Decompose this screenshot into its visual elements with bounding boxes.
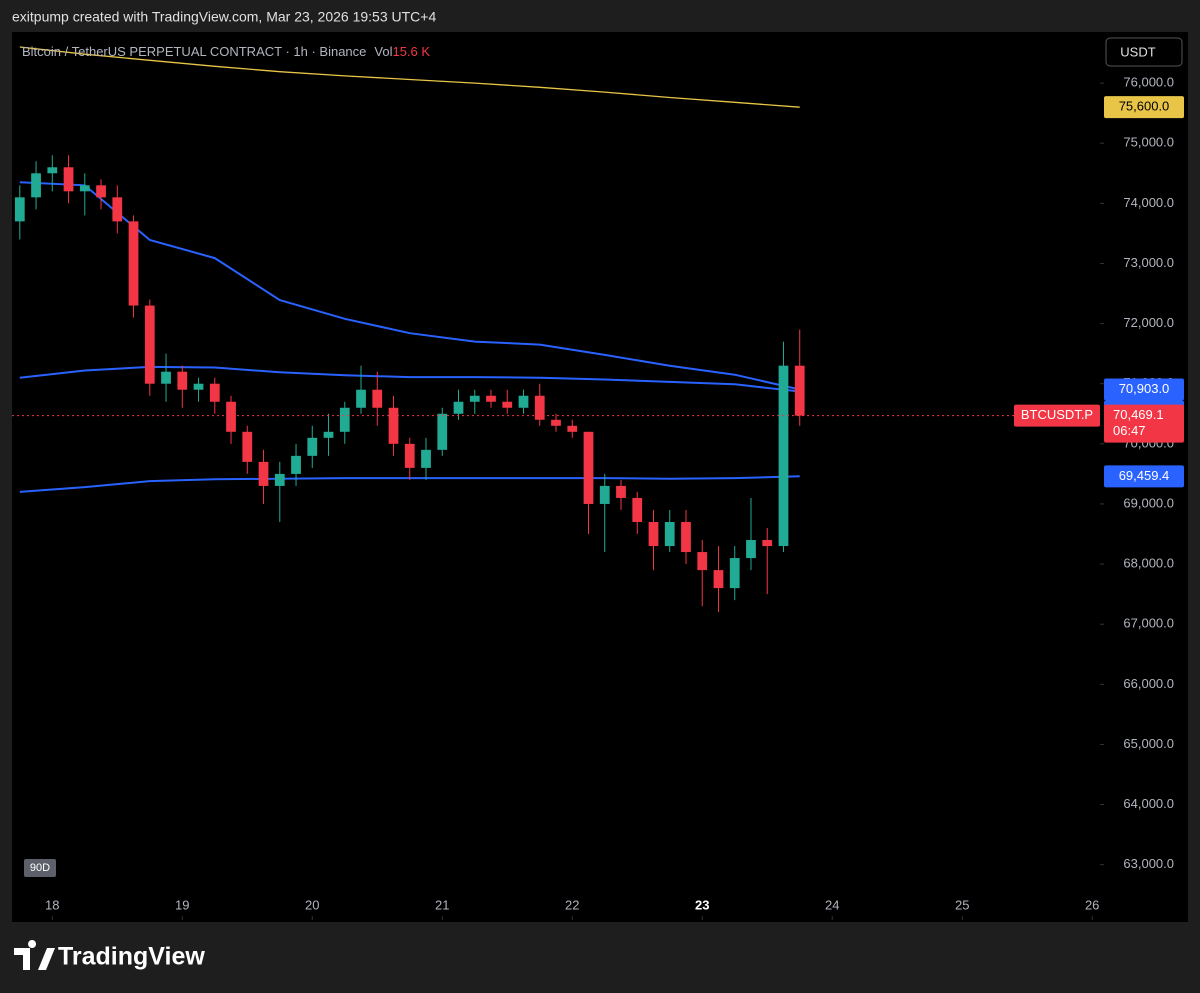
overlay-line [19, 46, 800, 108]
volume-label: Vol [374, 44, 392, 59]
candle-body [778, 365, 789, 547]
plot-layer [14, 46, 1104, 920]
last-price-label: 70,469.1 [1113, 407, 1164, 422]
candle-body [14, 197, 25, 222]
header-text: exitpump created with TradingView.com, M… [12, 9, 436, 25]
volume-value: 15.6 K [392, 44, 430, 59]
candle-body [746, 540, 756, 559]
candle-body [567, 425, 578, 432]
price-label: 75,600.0 [1119, 99, 1170, 114]
x-tick-label: 23 [695, 897, 709, 912]
candle-body [469, 395, 480, 402]
y-tick-label: 65,000.0 [1123, 736, 1174, 751]
logo-mark [14, 940, 55, 970]
y-tick-label: 64,000.0 [1123, 796, 1174, 811]
candle-body [323, 431, 334, 438]
candle-body [762, 540, 773, 547]
x-tick-label: 25 [955, 897, 969, 912]
candle-body [242, 431, 253, 462]
candle-body [486, 395, 496, 402]
price-label-box [1104, 96, 1184, 119]
candle-body [534, 395, 545, 420]
candle-body [632, 497, 643, 522]
symbol-title: Bitcoin / TetherUS PERPETUAL CONTRACT · … [22, 44, 366, 59]
x-tick-label: 21 [435, 897, 449, 912]
candle-body [583, 431, 594, 504]
candle-body [421, 449, 431, 468]
brand-logo: TradingView [14, 940, 205, 971]
candle-body [31, 173, 41, 198]
candle-body [177, 371, 188, 390]
candle-body [648, 521, 659, 547]
y-tick-label: 75,000.0 [1123, 135, 1174, 150]
candle-body [356, 389, 366, 408]
candle-body [274, 473, 285, 486]
y-tick-label: 68,000.0 [1123, 556, 1174, 571]
candle-body [79, 185, 90, 192]
brand-name: TradingView [58, 943, 205, 971]
price-label-box [1104, 465, 1184, 488]
candle-body [258, 461, 269, 486]
candle-body [729, 558, 740, 589]
candle-body [437, 413, 448, 450]
candle-body [599, 485, 610, 504]
candle-body [291, 455, 301, 474]
countdown: 06:47 [1113, 423, 1146, 438]
currency-box[interactable] [1105, 37, 1183, 67]
x-tick-label: 18 [45, 897, 59, 912]
y-tick-label: 67,000.0 [1123, 616, 1174, 631]
candle-body [372, 389, 383, 408]
candle-body [63, 167, 74, 192]
candle-body [388, 407, 399, 444]
candle-body [339, 407, 350, 432]
candle-body [616, 485, 626, 498]
candle-body [96, 185, 106, 198]
y-tick-label: 73,000.0 [1123, 255, 1174, 270]
last-price-box [1104, 404, 1184, 443]
price-label-box [1104, 378, 1184, 401]
range-badge[interactable] [24, 859, 56, 877]
candle-body [226, 401, 236, 432]
candle-body [161, 371, 171, 384]
candle-body [697, 552, 708, 571]
candle-body [404, 443, 415, 468]
candle-body [128, 221, 139, 306]
candle-body [193, 383, 204, 390]
candle-body [112, 197, 123, 222]
y-tick-label: 74,000.0 [1123, 195, 1174, 210]
x-tick-label: 26 [1085, 897, 1099, 912]
price-label: 70,903.0 [1119, 381, 1170, 396]
plot-area [12, 32, 1188, 922]
currency: USDT [1120, 44, 1155, 59]
candle-body [502, 401, 513, 408]
overlay-line [19, 181, 800, 391]
x-tick-label: 19 [175, 897, 189, 912]
y-tick-label: 76,000.0 [1123, 75, 1174, 90]
price-label: 69,459.4 [1119, 468, 1170, 483]
x-tick-label: 20 [305, 897, 319, 912]
candle-body [681, 521, 691, 553]
y-tick-label: 69,000.0 [1123, 495, 1174, 510]
candle-body [453, 401, 464, 414]
symbol-label-box [1014, 404, 1100, 427]
candle-body [713, 570, 724, 589]
y-tick-label: 72,000.0 [1123, 315, 1174, 330]
candle-body [664, 521, 675, 547]
candle-body [518, 395, 529, 408]
symbol-label: BTCUSDT.P [1021, 407, 1093, 422]
candle-body [307, 437, 318, 456]
candle-body [794, 365, 805, 416]
candle-body [209, 383, 220, 402]
candle-body [551, 419, 561, 426]
y-tick-label: 63,000.0 [1123, 856, 1174, 871]
candle-body [47, 167, 58, 174]
candle-body [144, 305, 155, 384]
y-tick-label: 66,000.0 [1123, 676, 1174, 691]
x-tick-label: 24 [825, 897, 839, 912]
legend-title: Bitcoin / TetherUS PERPETUAL CONTRACT · … [22, 44, 430, 59]
range-badge-text: 90D [30, 862, 50, 874]
x-tick-label: 22 [565, 897, 579, 912]
